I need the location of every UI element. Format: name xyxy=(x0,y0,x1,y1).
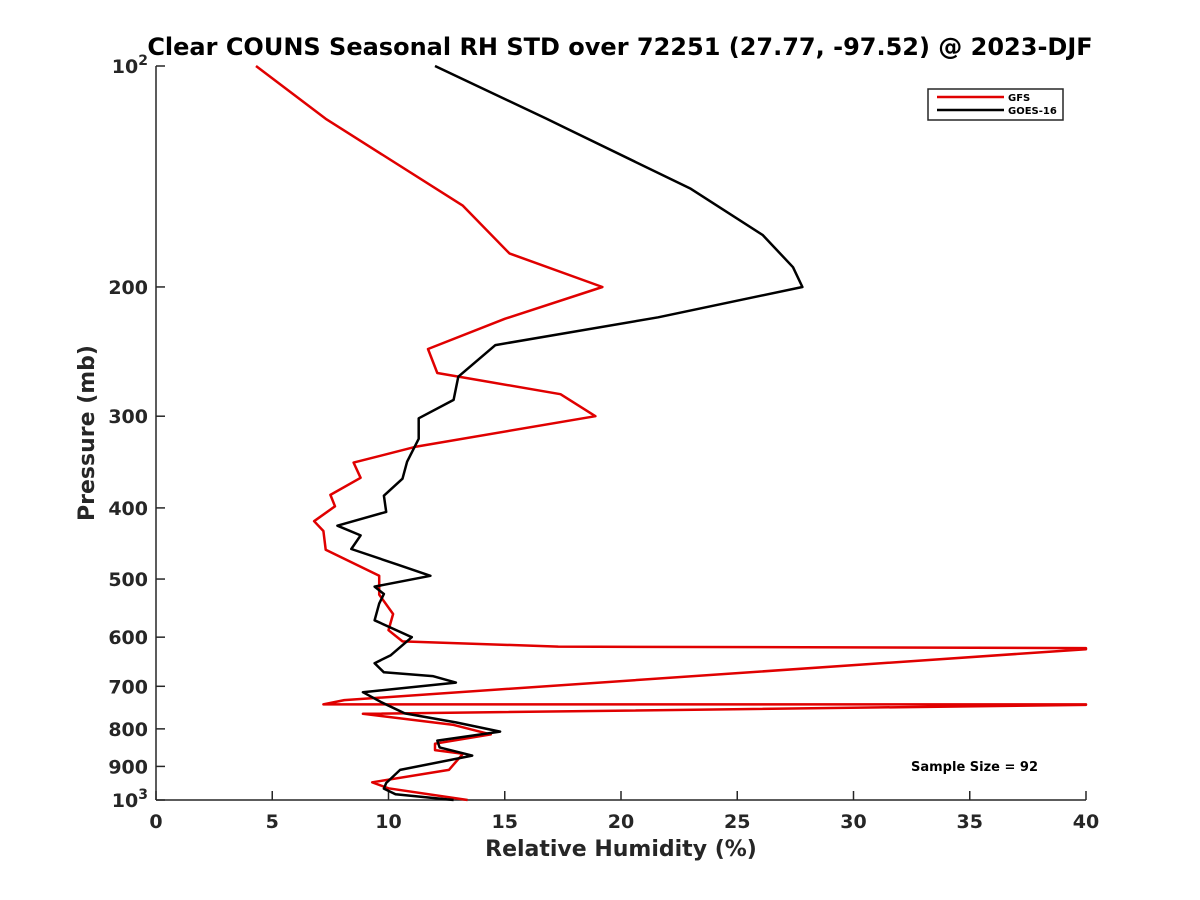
y-tick-label: 600 xyxy=(108,627,148,649)
sample-size-annotation: Sample Size = 92 xyxy=(911,760,1038,775)
x-tick-label: 25 xyxy=(724,811,750,833)
x-tick-label: 5 xyxy=(266,811,279,833)
series-line-goes16 xyxy=(336,64,804,802)
chart-title: Clear COUNS Seasonal RH STD over 72251 (… xyxy=(147,33,1092,61)
x-tick-label: 0 xyxy=(149,811,162,833)
plot-area: 0 5 10 15 20 25 30 35 40 102 200 300 400 500 600 700 80… xyxy=(108,53,1099,833)
y-tick-label: 200 xyxy=(108,277,148,299)
y-tick-label: 102 xyxy=(112,53,148,78)
x-tick-label: 40 xyxy=(1073,811,1099,833)
legend-label-goes16: GOES-16 xyxy=(1008,106,1057,117)
y-ticks: 102 200 300 400 500 600 700 800 900 103 xyxy=(108,53,165,812)
x-tick-label: 15 xyxy=(492,811,518,833)
x-tick-label: 30 xyxy=(840,811,866,833)
y-tick-label: 700 xyxy=(108,676,148,698)
y-tick-label: 900 xyxy=(108,756,148,778)
y-axis-label: Pressure (mb) xyxy=(75,345,100,521)
y-tick-label: 800 xyxy=(108,719,148,741)
x-tick-label: 20 xyxy=(608,811,634,833)
series-line-gfs xyxy=(255,65,1088,802)
y-tick-label: 103 xyxy=(112,787,148,812)
legend: GFS GOES-16 xyxy=(927,88,1064,121)
y-tick-label: 400 xyxy=(108,498,148,520)
series-lines xyxy=(255,64,1088,802)
x-tick-label: 10 xyxy=(375,811,401,833)
legend-label-gfs: GFS xyxy=(1008,93,1030,104)
y-tick-label: 500 xyxy=(108,569,148,591)
x-ticks: 0 5 10 15 20 25 30 35 40 xyxy=(149,791,1099,833)
x-tick-label: 35 xyxy=(957,811,983,833)
legend-box xyxy=(927,88,1064,121)
y-tick-label: 300 xyxy=(108,406,148,428)
x-axis-label: Relative Humidity (%) xyxy=(485,837,757,862)
